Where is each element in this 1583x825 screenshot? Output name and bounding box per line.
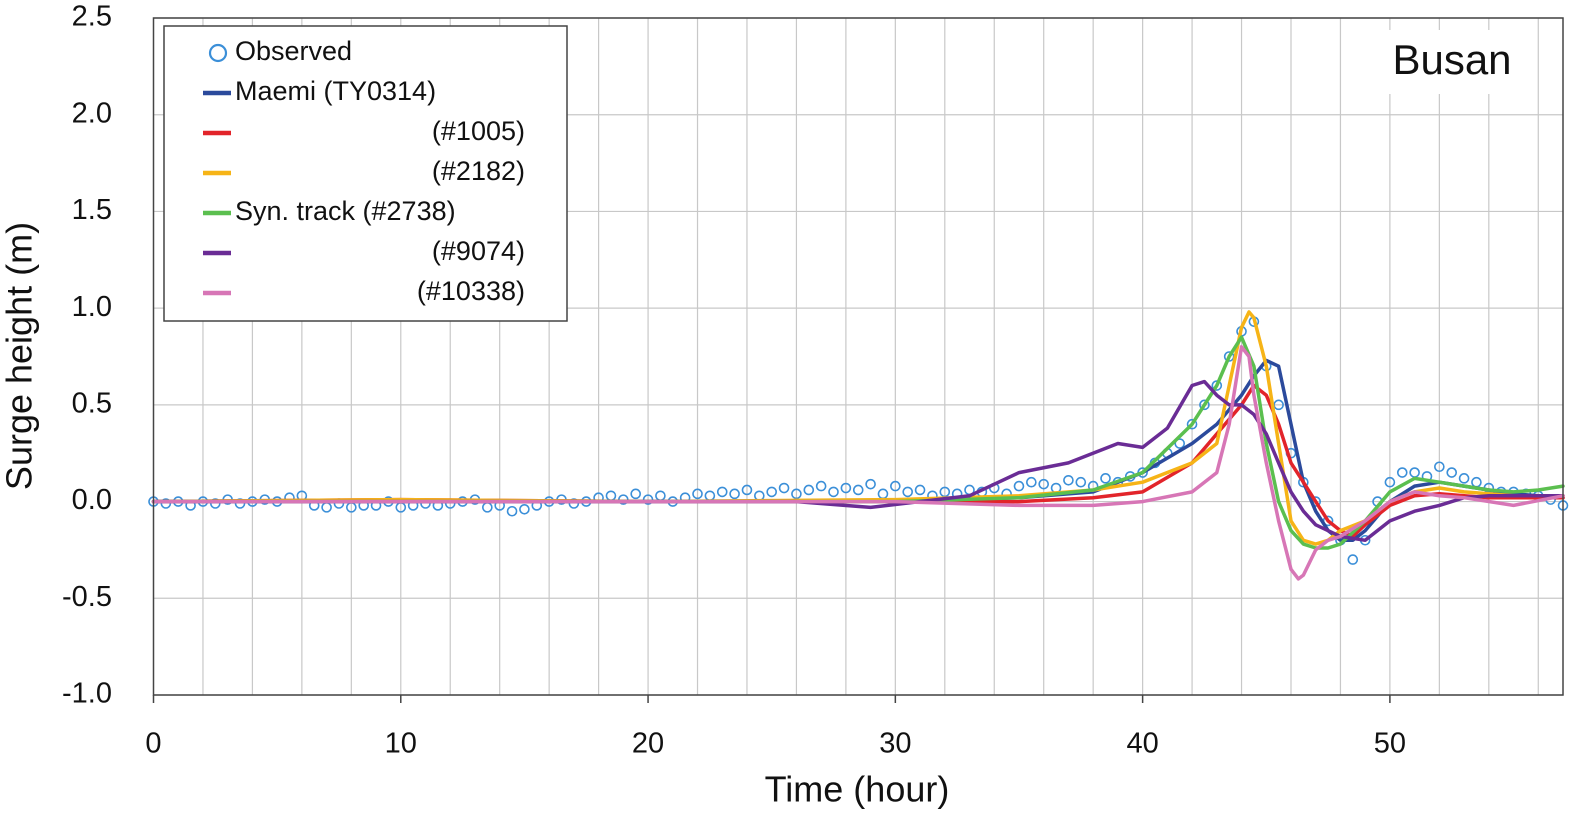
- observed-point: [160, 498, 172, 509]
- plot-marks: [148, 310, 1569, 581]
- legend-label: Syn. track (#2738): [235, 196, 456, 226]
- y-tick-label: -0.5: [62, 581, 112, 613]
- observed-point: [506, 505, 518, 517]
- observed-point: [1211, 380, 1223, 391]
- observed-point: [321, 502, 332, 513]
- x-tick-label: 40: [1126, 728, 1158, 760]
- x-tick-label: 0: [145, 728, 161, 760]
- y-tick-label: 1.5: [72, 194, 112, 226]
- observed-point: [791, 488, 802, 500]
- observed-point: [1186, 418, 1198, 430]
- observed-point: [605, 490, 617, 502]
- observed-point: [704, 490, 716, 502]
- observed-point: [1434, 461, 1445, 473]
- observed-point: [692, 488, 703, 500]
- observed-point: [1013, 480, 1025, 492]
- observed-point: [890, 480, 901, 492]
- observed-point: [655, 490, 666, 502]
- legend-label: (#10338): [417, 276, 525, 306]
- observed-point: [1063, 474, 1074, 486]
- legend-label: (#1005): [432, 116, 525, 146]
- x-tick-label: 50: [1374, 728, 1406, 760]
- legend-label: Maemi (TY0314): [235, 76, 436, 106]
- observed-point: [642, 494, 654, 505]
- x-tick-label: 20: [632, 728, 664, 760]
- y-axis-label: Surge height (m): [0, 222, 40, 490]
- series-line: [151, 379, 1565, 543]
- observed-point: [729, 488, 740, 500]
- observed-point: [852, 484, 864, 496]
- legend-marker: [208, 43, 228, 63]
- legend: Observed Maemi (TY0314) (#1005) (#2182) Syn.…: [163, 25, 568, 322]
- observed-point: [778, 482, 790, 494]
- series-line: [151, 383, 1565, 539]
- observed-point: [568, 498, 580, 509]
- observed-point: [741, 484, 753, 496]
- observed-point: [1038, 478, 1050, 490]
- legend-box: [163, 25, 568, 322]
- observed-point: [716, 486, 728, 498]
- observed-point: [914, 484, 926, 496]
- series-line: [151, 335, 1565, 550]
- observed-point: [519, 504, 530, 515]
- observed-point: [1471, 476, 1482, 488]
- observed-point: [1396, 467, 1408, 478]
- observed-point: [902, 486, 914, 498]
- series-line: [151, 345, 1565, 581]
- y-tick-label: 2.0: [72, 97, 112, 129]
- observed-point: [1026, 476, 1037, 488]
- observed-point: [1174, 438, 1186, 449]
- observed-point: [828, 486, 839, 498]
- y-tick-label: -1.0: [62, 678, 112, 710]
- observed-point: [803, 484, 815, 496]
- x-tick-label: 30: [879, 728, 911, 760]
- annotation-box: [1372, 30, 1534, 94]
- observed-point: [210, 498, 221, 509]
- x-axis-label: Time (hour): [765, 769, 950, 810]
- observed-point: [1199, 399, 1210, 411]
- observed-point: [1446, 467, 1458, 478]
- observed-point: [766, 486, 778, 498]
- observed-point: [815, 480, 827, 492]
- observed-point: [630, 488, 641, 500]
- observed-point: [1347, 554, 1359, 565]
- annotation: Busan: [1392, 36, 1511, 83]
- y-tick-label: 2.5: [72, 1, 112, 33]
- observed-point: [482, 502, 493, 513]
- y-tick-label: 0.0: [72, 484, 112, 516]
- observed-point: [754, 490, 765, 502]
- y-tick-label: 1.0: [72, 291, 112, 323]
- observed-point: [1458, 473, 1470, 484]
- observed-point: [877, 488, 889, 500]
- observed-point: [1100, 473, 1111, 484]
- observed-point: [1384, 476, 1396, 488]
- legend-label: (#9074): [432, 236, 525, 266]
- observed-point: [1409, 467, 1420, 478]
- observed-point: [840, 482, 852, 494]
- observed-point: [234, 498, 246, 509]
- legend-label: Observed: [235, 36, 352, 66]
- legend-label: (#2182): [432, 156, 525, 186]
- y-tick-label: 0.5: [72, 388, 112, 420]
- x-tick-label: 10: [385, 728, 417, 760]
- plot-frame: [152, 17, 1564, 696]
- observed-point: [865, 478, 876, 490]
- series-line: [151, 358, 1565, 543]
- observed-point: [1075, 476, 1087, 488]
